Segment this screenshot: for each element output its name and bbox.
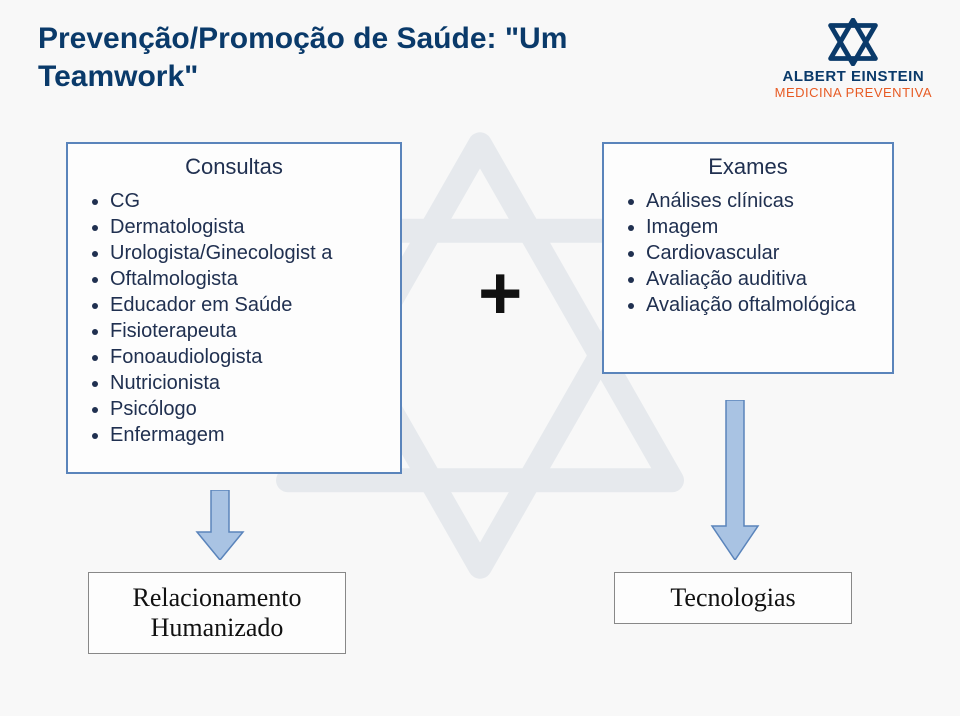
list-item: Psicólogo (110, 396, 384, 422)
list-item: CG (110, 188, 384, 214)
slide-title: Prevenção/Promoção de Saúde: "Um Teamwork… (38, 20, 598, 95)
plus-symbol: + (478, 256, 522, 332)
list-item: Nutricionista (110, 370, 384, 396)
list-item: Cardiovascular (646, 240, 876, 266)
logo-sub: MEDICINA PREVENTIVA (775, 85, 932, 100)
list-item: Imagem (646, 214, 876, 240)
logo-star-icon (826, 18, 880, 66)
list-item: Oftalmologista (110, 266, 384, 292)
exames-list: Análises clínicasImagemCardiovascularAva… (620, 188, 876, 318)
arrow-down-right (710, 400, 760, 565)
list-item: Dermatologista (110, 214, 384, 240)
bottom-left-line2: Humanizado (151, 613, 284, 642)
consultas-heading: Consultas (84, 154, 384, 180)
exames-box: Exames Análises clínicasImagemCardiovasc… (602, 142, 894, 374)
arrow-down-left (195, 490, 245, 565)
title-line1: Prevenção/Promoção de Saúde: "Um (38, 22, 567, 55)
exames-heading: Exames (620, 154, 876, 180)
tecnologias-box: Tecnologias (614, 572, 852, 624)
list-item: Avaliação auditiva (646, 266, 876, 292)
list-item: Fisioterapeuta (110, 318, 384, 344)
consultas-box: Consultas CGDermatologistaUrologista/Gin… (66, 142, 402, 474)
list-item: Educador em Saúde (110, 292, 384, 318)
list-item: Enfermagem (110, 422, 384, 448)
relacionamento-box: Relacionamento Humanizado (88, 572, 346, 654)
consultas-list: CGDermatologistaUrologista/Ginecologist … (84, 188, 384, 448)
bottom-left-line1: Relacionamento (133, 583, 302, 612)
title-line2: Teamwork" (38, 60, 198, 93)
list-item: Urologista/Ginecologist a (110, 240, 384, 266)
bottom-right-text: Tecnologias (670, 583, 795, 612)
logo-block: ALBERT EINSTEIN MEDICINA PREVENTIVA (775, 18, 932, 100)
list-item: Análises clínicas (646, 188, 876, 214)
list-item: Fonoaudiologista (110, 344, 384, 370)
logo-name: ALBERT EINSTEIN (775, 68, 932, 85)
list-item: Avaliação oftalmológica (646, 292, 876, 318)
